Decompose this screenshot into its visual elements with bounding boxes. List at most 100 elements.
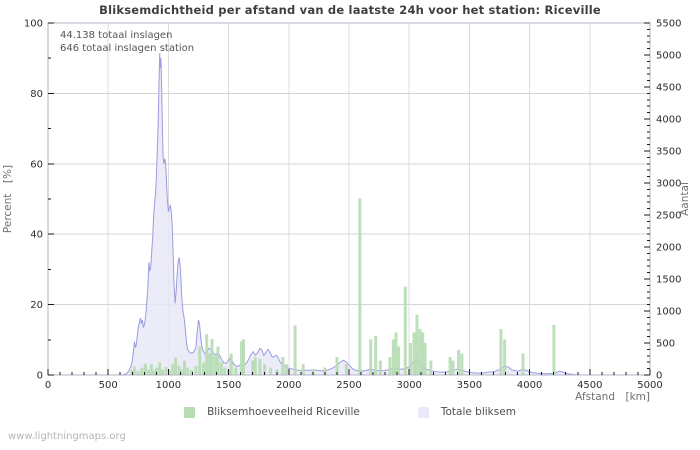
bar-bliksemhoeveelheid	[194, 365, 198, 375]
bar-bliksemhoeveelheid	[161, 369, 165, 375]
chart-title: Bliksemdichtheid per afstand van de laat…	[99, 3, 601, 17]
bar-bliksemhoeveelheid	[210, 339, 214, 375]
legend-item-totale-bliksem: Totale bliksem	[417, 406, 516, 418]
bar-bliksemhoeveelheid	[186, 367, 190, 375]
bar-bliksemhoeveelheid	[503, 339, 507, 375]
chart-legend: Bliksemhoeveelheid Riceville Totale blik…	[0, 406, 700, 418]
bar-bliksemhoeveelheid	[378, 360, 382, 375]
bar-bliksemhoeveelheid	[403, 286, 407, 375]
bar-bliksemhoeveelheid	[202, 362, 206, 375]
watermark-text: www.lightningmaps.org	[8, 431, 126, 442]
bar-bliksemhoeveelheid	[269, 367, 273, 375]
bar-bliksemhoeveelheid	[219, 362, 223, 375]
axis-text: 5500	[656, 19, 681, 30]
axis-text: 2500	[336, 380, 361, 391]
axis-text: 2000	[656, 243, 681, 254]
axis-text: 40	[30, 230, 43, 241]
chart-canvas: 0 500 1000 1500 2000 2500 3000 3500 4000 4500 5000…	[2, 19, 691, 404]
bar-bliksemhoeveelheid	[213, 356, 217, 375]
bar-bliksemhoeveelheid	[136, 370, 140, 375]
axis-text: 1500	[656, 275, 681, 286]
bar-bliksemhoeveelheid	[418, 328, 422, 375]
bar-bliksemhoeveelheid	[448, 357, 452, 375]
right-axis-title: Aantal	[679, 182, 691, 216]
axis-text: 500	[99, 380, 118, 391]
bar-bliksemhoeveelheid	[143, 363, 147, 375]
axis-text: 500	[656, 339, 675, 350]
axis-text: 4000	[517, 380, 542, 391]
bar-bliksemhoeveelheid	[155, 367, 159, 375]
bar-bliksemhoeveelheid	[229, 353, 233, 375]
bar-bliksemhoeveelheid	[242, 339, 245, 375]
axis-text: 5000	[656, 51, 681, 62]
axis-text: 3500	[656, 147, 681, 158]
bar-bliksemhoeveelheid	[208, 353, 212, 375]
axis-text: 0	[656, 371, 662, 382]
bar-bliksemhoeveelheid	[423, 343, 427, 375]
axis-text: 80	[30, 89, 43, 100]
bar-bliksemhoeveelheid	[460, 353, 464, 375]
bar-bliksemhoeveelheid	[391, 339, 395, 375]
bar-bliksemhoeveelheid	[183, 360, 186, 375]
axis-text: 3500	[457, 380, 482, 391]
bar-bliksemhoeveelheid	[263, 364, 267, 375]
bar-bliksemhoeveelheid	[164, 366, 168, 375]
axis-text: 4500	[656, 83, 681, 94]
annotation-station-strikes: 646 totaal inslagen station	[60, 43, 195, 54]
axis-text: 100	[24, 19, 43, 30]
bar-bliksemhoeveelheid	[374, 335, 378, 375]
bar-bliksemhoeveelheid	[369, 339, 373, 375]
bar-bliksemhoeveelheid	[358, 198, 362, 375]
bar-bliksemhoeveelheid	[394, 332, 398, 375]
bar-bliksemhoeveelheid	[408, 343, 412, 375]
bar-bliksemhoeveelheid	[429, 360, 433, 375]
axis-text: 3000	[656, 179, 681, 190]
bar-bliksemhoeveelheid	[223, 367, 227, 375]
bar-bliksemhoeveelheid	[388, 357, 392, 375]
bar-bliksemhoeveelheid	[258, 358, 262, 375]
bar-bliksemhoeveelheid	[198, 346, 202, 375]
bar-bliksemhoeveelheid	[216, 346, 220, 375]
left-axis-title: Percent [%]	[2, 165, 14, 233]
axis-text: 0	[37, 371, 43, 382]
area-totale-bliksem	[48, 53, 650, 375]
bar-bliksemhoeveelheid	[205, 334, 209, 375]
bar-bliksemhoeveelheid	[253, 357, 257, 375]
axis-text: 1000	[656, 307, 681, 318]
axis-text: 4500	[577, 380, 602, 391]
bar-bliksemhoeveelheid	[171, 364, 175, 375]
bar-bliksemhoeveelheid	[293, 325, 297, 375]
axis-text: 3000	[396, 380, 421, 391]
bar-bliksemhoeveelheid	[451, 360, 455, 375]
bar-bliksemhoeveelheid	[240, 341, 244, 375]
bar-bliksemhoeveelheid	[158, 362, 162, 375]
axis-text: 20	[30, 300, 43, 311]
chart-annotations: 44.138 totaal inslagen 646 totaal inslag…	[60, 29, 194, 55]
bar-bliksemhoeveelheid	[177, 365, 181, 375]
bar-bliksemhoeveelheid	[301, 364, 305, 375]
bar-bliksemhoeveelheid	[251, 360, 255, 375]
axis-text: 2500	[656, 211, 681, 222]
bar-bliksemhoeveelheid	[190, 369, 193, 375]
bar-bliksemhoeveelheid	[284, 364, 288, 375]
legend-label-riceville: Bliksemhoeveelheid Riceville	[207, 406, 360, 418]
axis-text: 2000	[276, 380, 301, 391]
bar-bliksemhoeveelheid	[323, 367, 327, 375]
bar-bliksemhoeveelheid	[397, 346, 401, 375]
axis-text: 1500	[216, 380, 241, 391]
bar-bliksemhoeveelheid	[152, 370, 156, 375]
bar-bliksemhoeveelheid	[180, 369, 184, 375]
x-axis-title: Afstand [km]	[575, 391, 650, 403]
bar-bliksemhoeveelheid	[140, 367, 144, 375]
legend-swatch-riceville-icon	[184, 406, 196, 418]
legend-item-riceville: Bliksemhoeveelheid Riceville	[184, 406, 360, 418]
bar-bliksemhoeveelheid	[412, 332, 416, 375]
bar-bliksemhoeveelheid	[132, 366, 136, 375]
bar-bliksemhoeveelheid	[552, 325, 556, 375]
bar-bliksemhoeveelheid	[521, 353, 525, 375]
bar-bliksemhoeveelheid	[415, 314, 419, 375]
axis-text: 0	[45, 380, 51, 391]
annotation-total-strikes: 44.138 totaal inslagen	[60, 30, 173, 41]
axis-text: 5000	[637, 380, 662, 391]
